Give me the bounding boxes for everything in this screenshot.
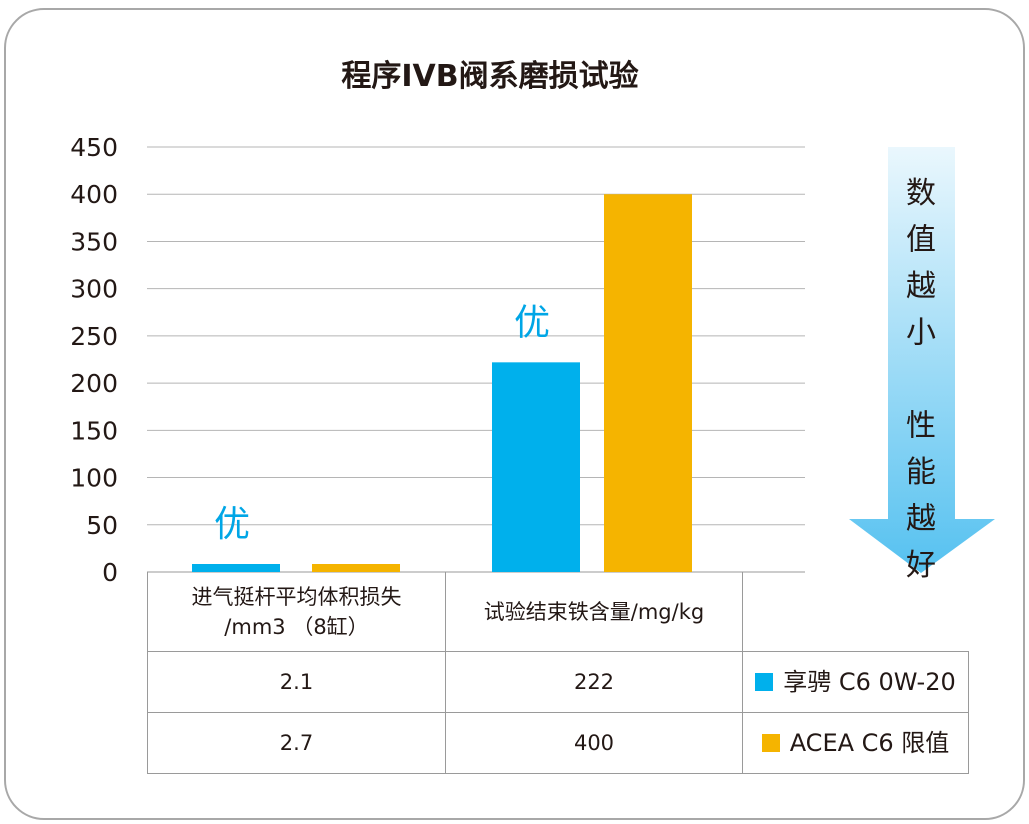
table-cell: 400 xyxy=(573,731,615,755)
annotation-label: 优 xyxy=(214,504,250,545)
arrow-text-char: 好 xyxy=(906,548,936,583)
arrow-text-char: 性 xyxy=(906,409,936,444)
y-tick-label: 50 xyxy=(86,511,118,540)
y-tick-label: 200 xyxy=(70,369,118,398)
legend-swatch xyxy=(755,673,774,691)
arrow-text-char: 小 xyxy=(906,316,936,351)
y-tick-label: 100 xyxy=(70,464,118,493)
bar-1-2 xyxy=(492,362,580,572)
bar-2-2 xyxy=(604,194,692,572)
y-tick-label: 0 xyxy=(102,558,118,587)
legend-item-series-2: ACEA C6 限值 xyxy=(743,713,968,773)
legend-swatch xyxy=(761,734,780,752)
annotation-label: 优 xyxy=(514,302,550,343)
y-tick-label: 300 xyxy=(70,275,118,304)
arrow-text-char: 越 xyxy=(906,269,936,304)
chart-title: 程序IVB阀系磨损试验 xyxy=(341,59,638,94)
legend-label: ACEA C6 限值 xyxy=(789,729,950,757)
y-tick-label: 350 xyxy=(70,227,118,256)
table-header-iron-content: 试验结束铁含量/mg/kg xyxy=(483,599,705,624)
table-cell: 2.7 xyxy=(279,731,314,755)
y-tick-label: 150 xyxy=(70,416,118,445)
arrow-text-char: 能 xyxy=(906,455,936,490)
table-header-volume-loss: 进气挺杆平均体积损失 /mm3 （8缸） xyxy=(148,572,445,651)
y-tick-label: 250 xyxy=(70,322,118,351)
y-tick-label: 450 xyxy=(70,133,118,162)
y-tick-label: 400 xyxy=(70,180,118,209)
down-arrow-icon xyxy=(849,147,995,573)
bar-2-1 xyxy=(312,564,400,572)
header-line: 进气挺杆平均体积损失 xyxy=(191,584,402,609)
arrow-text-char: 值 xyxy=(906,223,936,258)
table-cell: 222 xyxy=(573,670,615,694)
header-line: /mm3 （8缸） xyxy=(224,614,369,639)
bar-1-1 xyxy=(192,564,280,572)
arrow-text-char: 数 xyxy=(906,176,936,211)
table-cell: 2.1 xyxy=(279,670,314,694)
arrow-text-char: 越 xyxy=(906,502,936,537)
card-border xyxy=(4,8,1025,820)
legend-label: 享骋 C6 0W-20 xyxy=(783,668,956,696)
legend-item-series-1: 享骋 C6 0W-20 xyxy=(743,652,968,712)
